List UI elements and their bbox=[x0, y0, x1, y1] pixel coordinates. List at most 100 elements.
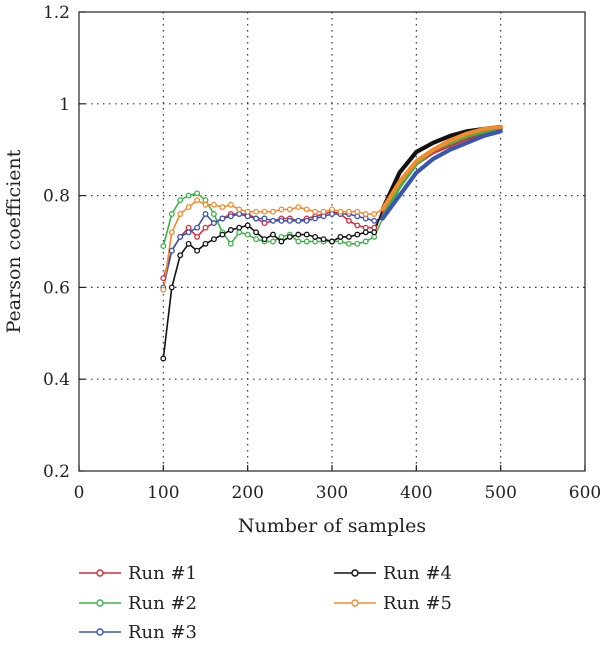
data-point-run-1 bbox=[262, 221, 267, 226]
data-point-run-1 bbox=[203, 225, 208, 230]
data-point-run-2 bbox=[186, 193, 191, 198]
data-point-run-4 bbox=[170, 285, 175, 290]
data-point-run-2 bbox=[161, 244, 166, 249]
data-point-run-3 bbox=[237, 212, 242, 217]
x-tick-labels: 0 100 200 300 400 500 600 bbox=[74, 483, 600, 503]
x-tick-label: 0 bbox=[74, 483, 85, 503]
data-point-run-1 bbox=[347, 219, 352, 224]
data-point-run-2 bbox=[170, 212, 175, 217]
x-tick-label: 400 bbox=[400, 483, 432, 503]
data-point-run-2 bbox=[237, 230, 242, 235]
data-point-run-3 bbox=[186, 230, 191, 235]
data-point-run-5 bbox=[178, 212, 183, 217]
data-point-run-5 bbox=[313, 209, 318, 214]
data-point-run-5 bbox=[220, 205, 225, 210]
data-point-run-5 bbox=[296, 205, 301, 210]
x-tick-label: 600 bbox=[569, 483, 600, 503]
data-point-run-5 bbox=[271, 209, 276, 214]
legend-label: Run #2 bbox=[128, 593, 197, 614]
data-point-run-5 bbox=[363, 212, 368, 217]
data-point-run-4 bbox=[203, 242, 208, 247]
data-point-run-3 bbox=[288, 219, 293, 224]
data-point-run-5 bbox=[203, 203, 208, 208]
x-tick-label: 100 bbox=[147, 483, 179, 503]
data-point-run-3 bbox=[296, 219, 301, 224]
data-point-run-4 bbox=[186, 242, 191, 247]
data-point-run-3 bbox=[229, 214, 234, 219]
data-point-run-4 bbox=[338, 235, 343, 240]
data-point-run-2 bbox=[195, 191, 200, 196]
line-chart: 0 100 200 300 400 500 600 0.20.40.60.811.2 Num… bbox=[0, 0, 600, 646]
data-point-run-2 bbox=[245, 232, 250, 237]
data-point-run-5 bbox=[186, 205, 191, 210]
data-point-run-4 bbox=[288, 235, 293, 240]
data-point-run-3 bbox=[245, 214, 250, 219]
data-point-run-5 bbox=[321, 209, 326, 214]
y-tick-label: 0.2 bbox=[43, 462, 70, 482]
legend-swatch-marker bbox=[352, 570, 358, 576]
y-tick-label: 0.4 bbox=[43, 370, 70, 390]
data-point-run-3 bbox=[220, 216, 225, 221]
data-point-run-5 bbox=[347, 209, 352, 214]
data-point-run-2 bbox=[254, 237, 259, 242]
x-tick-label: 500 bbox=[484, 483, 516, 503]
data-point-run-5 bbox=[229, 203, 234, 208]
data-point-run-5 bbox=[245, 209, 250, 214]
data-point-run-2 bbox=[212, 212, 217, 217]
data-point-run-5 bbox=[262, 209, 267, 214]
data-point-run-4 bbox=[296, 232, 301, 237]
x-tick-label: 200 bbox=[231, 483, 263, 503]
data-point-run-4 bbox=[279, 239, 284, 244]
data-point-run-3 bbox=[355, 214, 360, 219]
data-point-run-1 bbox=[363, 225, 368, 230]
data-point-run-5 bbox=[372, 212, 377, 217]
data-point-run-5 bbox=[338, 209, 343, 214]
data-point-run-5 bbox=[237, 207, 242, 212]
data-point-run-4 bbox=[195, 248, 200, 253]
data-point-run-4 bbox=[220, 232, 225, 237]
data-point-run-2 bbox=[313, 239, 318, 244]
data-point-run-3 bbox=[304, 219, 309, 224]
data-point-run-4 bbox=[355, 232, 360, 237]
legend-label: Run #1 bbox=[128, 563, 197, 584]
data-point-run-3 bbox=[170, 248, 175, 253]
x-axis-label: Number of samples bbox=[238, 515, 426, 537]
data-point-run-4 bbox=[372, 230, 377, 235]
data-point-run-5 bbox=[355, 209, 360, 214]
legend-label: Run #4 bbox=[383, 563, 452, 584]
y-tick-label: 0.8 bbox=[43, 187, 70, 207]
data-point-run-3 bbox=[330, 212, 335, 217]
data-point-run-5 bbox=[330, 207, 335, 212]
data-point-run-4 bbox=[304, 232, 309, 237]
data-point-run-4 bbox=[178, 253, 183, 258]
data-point-run-3 bbox=[212, 221, 217, 226]
data-point-run-1 bbox=[195, 235, 200, 240]
data-point-run-3 bbox=[195, 225, 200, 230]
legend-item-run-1: Run #1 bbox=[79, 563, 197, 584]
legend: Run #1 Run #2 Run #3 Run #4 Run #5 bbox=[79, 563, 452, 643]
data-point-run-3 bbox=[262, 216, 267, 221]
data-point-run-3 bbox=[313, 216, 318, 221]
data-point-run-2 bbox=[355, 242, 360, 247]
data-point-run-4 bbox=[363, 230, 368, 235]
data-point-run-4 bbox=[254, 230, 259, 235]
data-point-run-2 bbox=[304, 239, 309, 244]
data-point-run-4 bbox=[237, 225, 242, 230]
legend-swatch-marker bbox=[97, 570, 103, 576]
y-tick-labels: 0.2 0.4 0.6 0.8 1 1.2 bbox=[43, 3, 70, 482]
data-point-run-3 bbox=[178, 235, 183, 240]
legend-item-run-2: Run #2 bbox=[79, 593, 197, 614]
data-point-run-5 bbox=[170, 230, 175, 235]
data-point-run-4 bbox=[271, 232, 276, 237]
data-point-run-5 bbox=[279, 207, 284, 212]
data-point-run-4 bbox=[347, 235, 352, 240]
y-tick-label: 1 bbox=[59, 95, 70, 115]
legend-swatch-marker bbox=[352, 600, 358, 606]
data-point-run-2 bbox=[347, 242, 352, 247]
legend-swatch-marker bbox=[97, 600, 103, 606]
data-point-run-4 bbox=[330, 239, 335, 244]
data-point-run-5 bbox=[161, 287, 166, 292]
legend-label: Run #5 bbox=[383, 593, 452, 614]
y-tick-label: 0.6 bbox=[43, 278, 70, 298]
legend-label: Run #3 bbox=[128, 622, 197, 643]
